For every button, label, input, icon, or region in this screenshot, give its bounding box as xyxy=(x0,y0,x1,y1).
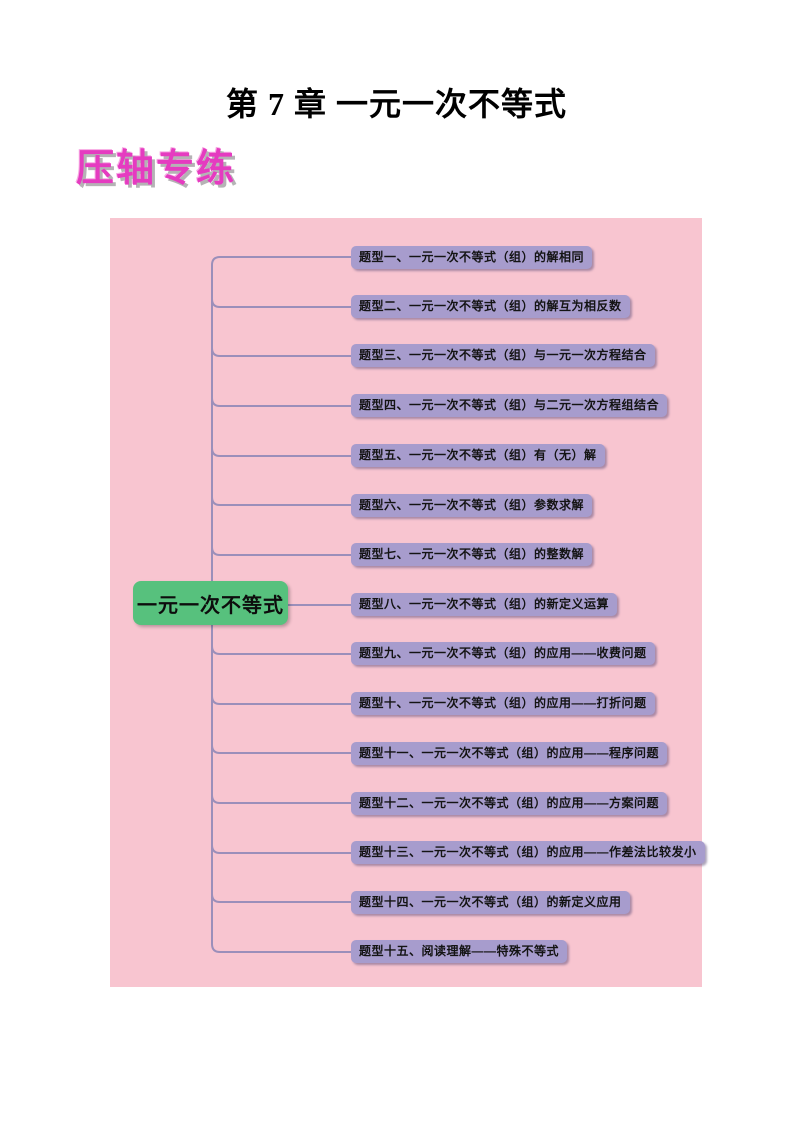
branch-node-14: 题型十四、一元一次不等式（组）的新定义应用 xyxy=(351,891,630,914)
connector-branch-9 xyxy=(211,645,352,655)
branch-node-3: 题型三、一元一次不等式（组）与一元一次方程结合 xyxy=(351,344,655,367)
branch-node-4: 题型四、一元一次不等式（组）与二元一次方程组结合 xyxy=(351,394,668,417)
connector-branch-10 xyxy=(211,695,352,705)
branch-node-2: 题型二、一元一次不等式（组）的解互为相反数 xyxy=(351,295,630,318)
root-node: 一元一次不等式 xyxy=(133,581,288,625)
connector-branch-5 xyxy=(211,447,352,457)
branch-node-7: 题型七、一元一次不等式（组）的整数解 xyxy=(351,543,593,566)
branch-node-1: 题型一、一元一次不等式（组）的解相同 xyxy=(351,246,593,269)
connector-branch-14 xyxy=(211,893,352,903)
branch-node-5: 题型五、一元一次不等式（组）有（无）解 xyxy=(351,444,605,467)
connector-branch-7 xyxy=(211,546,352,556)
mindmap-panel: 一元一次不等式 题型一、一元一次不等式（组）的解相同 题型二、一元一次不等式（组… xyxy=(110,218,705,987)
page-title: 第 7 章 一元一次不等式 xyxy=(225,86,567,122)
branch-node-13: 题型十三、一元一次不等式（组）的应用——作差法比较发小 xyxy=(351,841,705,864)
connector-branch-13 xyxy=(211,844,352,854)
decorative-badge: 压轴专练 xyxy=(76,148,237,190)
connector-branch-3 xyxy=(211,347,352,357)
connector-branch-11 xyxy=(211,744,352,754)
connector-branch-12 xyxy=(211,794,352,804)
mindmap-connectors xyxy=(211,256,352,953)
branch-node-8: 题型八、一元一次不等式（组）的新定义运算 xyxy=(351,593,618,616)
branch-node-6: 题型六、一元一次不等式（组）参数求解 xyxy=(351,494,593,517)
connector-branch-6 xyxy=(211,496,352,506)
connector-branch-2 xyxy=(211,298,352,308)
branch-node-9: 题型九、一元一次不等式（组）的应用——收费问题 xyxy=(351,642,655,665)
connector-branch-4 xyxy=(211,397,352,407)
branch-node-10: 题型十、一元一次不等式（组）的应用——打折问题 xyxy=(351,692,655,715)
branch-node-12: 题型十二、一元一次不等式（组）的应用——方案问题 xyxy=(351,792,668,815)
branch-node-11: 题型十一、一元一次不等式（组）的应用——程序问题 xyxy=(351,742,668,765)
branch-node-15: 题型十五、阅读理解——特殊不等式 xyxy=(351,940,568,963)
